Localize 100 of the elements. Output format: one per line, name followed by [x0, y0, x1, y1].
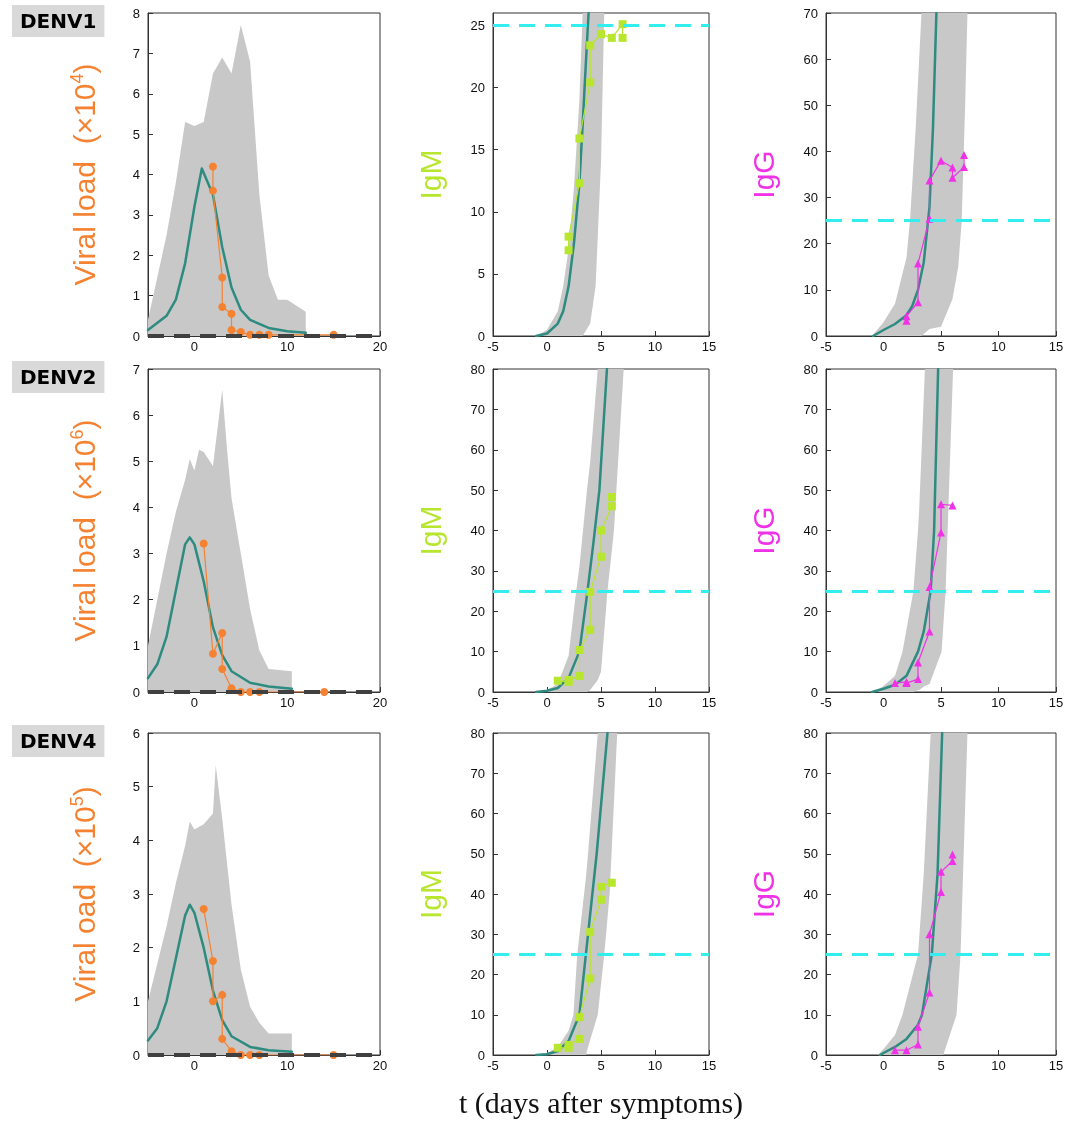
y-tick-label: 50	[803, 846, 818, 862]
y-tick-label: 10	[470, 204, 485, 220]
point	[208, 997, 217, 1006]
y-tick-label: 0	[810, 684, 818, 700]
y-tick-label: 70	[803, 401, 818, 417]
y-axis-title: IgG	[746, 506, 780, 555]
y-tick-label: 5	[132, 453, 140, 469]
y-tick-label: 50	[803, 482, 818, 498]
point	[553, 1043, 562, 1052]
x-tick-label: 0	[190, 695, 199, 710]
y-axis-title: IgM	[413, 505, 447, 556]
point	[914, 298, 922, 307]
point	[218, 664, 227, 673]
x-tick-label: 15	[1048, 1058, 1064, 1073]
y-axis-title: Viral load (×104)	[67, 63, 101, 286]
point	[937, 867, 945, 876]
point	[960, 163, 968, 172]
y-tick-label: 10	[803, 282, 818, 298]
y-axis-title: IgG	[746, 150, 780, 199]
point	[586, 927, 595, 936]
y-tick-label: 1	[132, 288, 140, 304]
point	[948, 163, 957, 172]
y-axis-title: Viral oad (×105)	[67, 786, 101, 1002]
point	[208, 162, 217, 171]
line-series	[146, 167, 308, 335]
y-tick-label: 40	[803, 143, 818, 159]
point	[948, 850, 957, 859]
y-tick-label: 25	[470, 17, 485, 33]
x-tick-label: -5	[487, 339, 499, 354]
y-tick-label: 30	[803, 563, 818, 579]
y-tick-label: 70	[803, 765, 818, 781]
point	[199, 539, 208, 548]
point	[607, 502, 616, 511]
y-tick-label: 30	[470, 926, 485, 942]
y-tick-label: 70	[470, 765, 485, 781]
x-tick-label: 0	[543, 339, 551, 354]
x-tick-label: 15	[701, 695, 717, 710]
x-tick-label: -5	[820, 339, 832, 354]
point	[891, 1046, 899, 1055]
point	[575, 1034, 584, 1043]
point	[914, 1022, 922, 1031]
point	[607, 33, 616, 42]
y-tick-label: 20	[470, 80, 485, 96]
y-tick-label: 50	[470, 846, 485, 862]
x-tick-label: 0	[879, 695, 888, 710]
y-tick-label: 5	[132, 779, 140, 795]
chart-title: DENV2	[20, 365, 97, 389]
point	[914, 1040, 922, 1049]
y-tick-label: 1	[132, 638, 140, 654]
y-tick-label: 2	[132, 247, 140, 263]
y-tick-label: 3	[132, 886, 140, 902]
y-tick-label: 10	[470, 644, 485, 660]
y-tick-label: 80	[470, 725, 485, 741]
x-tick-label: 5	[937, 1058, 945, 1073]
y-tick-label: 6	[132, 725, 140, 741]
x-tick-label: 10	[279, 1058, 295, 1073]
y-tick-label: 40	[803, 886, 818, 902]
x-tick-label: 0	[879, 339, 888, 354]
point	[586, 78, 595, 87]
x-tick-label: 5	[597, 695, 605, 710]
point	[208, 186, 217, 195]
y-tick-label: 60	[470, 806, 485, 821]
point	[575, 1013, 584, 1022]
y-tick-label: 70	[803, 5, 818, 21]
point	[564, 246, 573, 255]
point	[218, 628, 227, 637]
x-tick-label: 5	[597, 1058, 605, 1073]
point	[597, 30, 605, 39]
point	[227, 325, 236, 334]
y-tick-label: 0	[477, 1047, 485, 1063]
point	[960, 151, 968, 160]
y-tick-label: 50	[803, 97, 818, 113]
x-tick-label: 0	[543, 1058, 551, 1073]
point	[937, 528, 945, 537]
y-tick-label: 2	[132, 592, 140, 608]
y-tick-label: 0	[132, 328, 140, 344]
x-tick-label: -5	[820, 695, 832, 710]
y-tick-label: 70	[470, 401, 485, 417]
x-tick-label: 10	[279, 339, 295, 354]
point	[218, 1034, 227, 1043]
x-tick-label: -5	[487, 695, 499, 710]
y-tick-label: 30	[470, 563, 485, 579]
x-tick-label: 20	[372, 1058, 388, 1073]
point	[937, 887, 945, 896]
y-tick-label: 20	[803, 603, 818, 619]
x-tick-label: 5	[597, 339, 605, 354]
y-tick-label: 3	[132, 207, 140, 223]
y-tick-label: 5	[477, 266, 485, 282]
x-tick-label: 10	[991, 695, 1006, 710]
y-tick-label: 20	[803, 967, 818, 982]
y-axis-title: IgG	[746, 869, 780, 919]
line-series	[534, 367, 609, 694]
y-tick-label: 80	[470, 361, 485, 377]
y-tick-label: 0	[477, 684, 485, 700]
line-series	[146, 903, 294, 1054]
point	[586, 625, 595, 634]
y-tick-label: 7	[132, 45, 140, 61]
y-tick-label: 0	[132, 684, 140, 700]
y-tick-label: 6	[132, 86, 140, 102]
point	[891, 679, 899, 688]
